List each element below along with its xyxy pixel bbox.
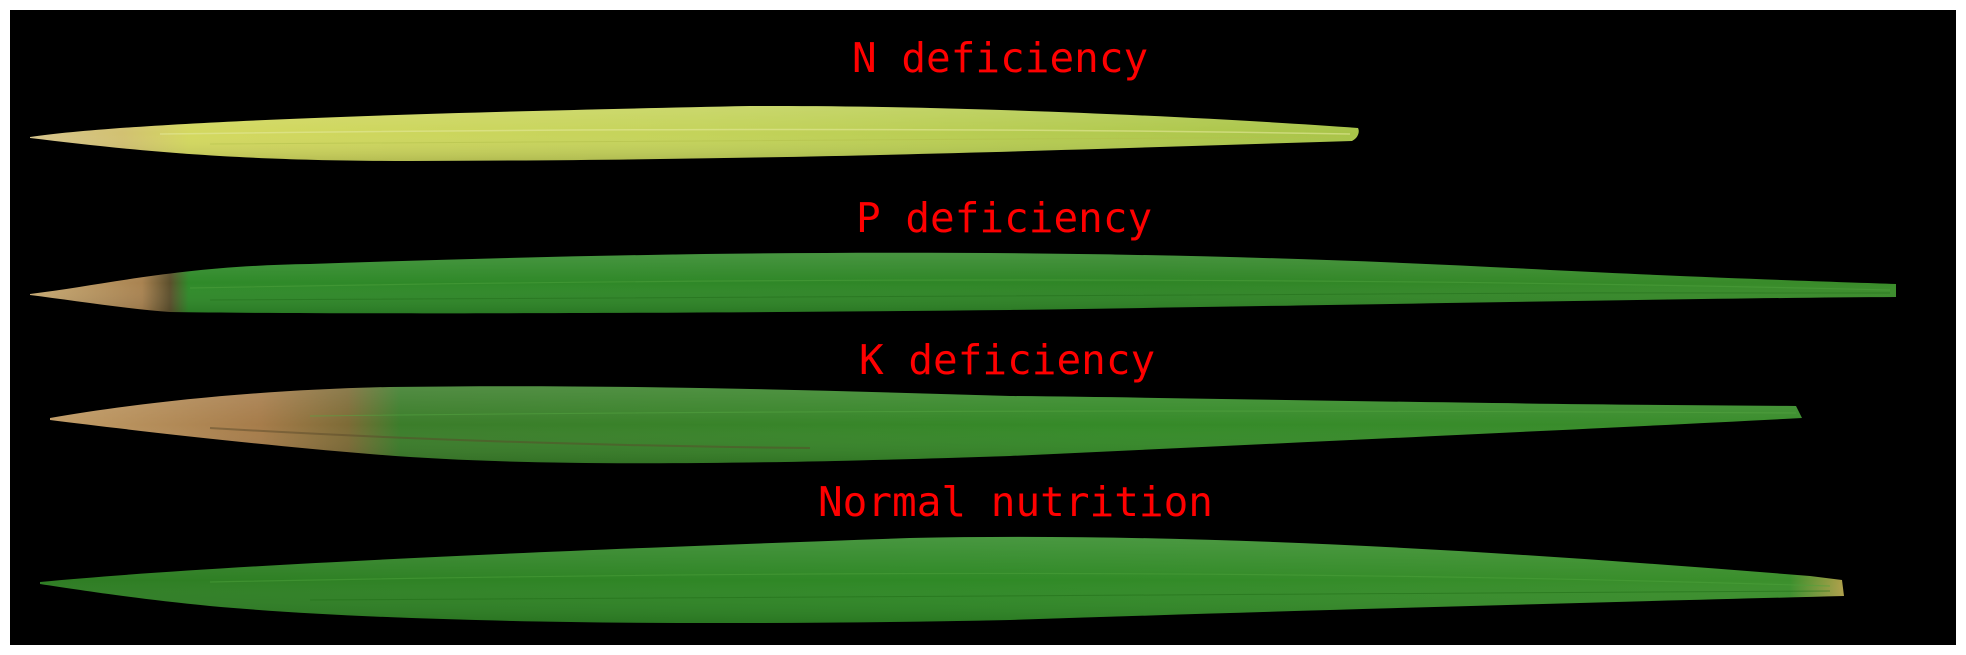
leaf-image — [30, 105, 1896, 624]
label-k-deficiency: K deficiency — [859, 336, 1156, 384]
label-n-deficiency: N deficiency — [852, 34, 1149, 82]
leaf-p-deficiency — [30, 252, 1896, 314]
label-normal-nutrition: Normal nutrition — [818, 478, 1213, 526]
label-p-deficiency: P deficiency — [856, 194, 1153, 242]
leaf-normal-nutrition — [40, 536, 1844, 624]
image-panel: N deficiency P deficiency K deficiency N… — [10, 10, 1956, 645]
leaf-n-deficiency — [30, 105, 1359, 161]
leaf-k-deficiency — [50, 386, 1802, 464]
